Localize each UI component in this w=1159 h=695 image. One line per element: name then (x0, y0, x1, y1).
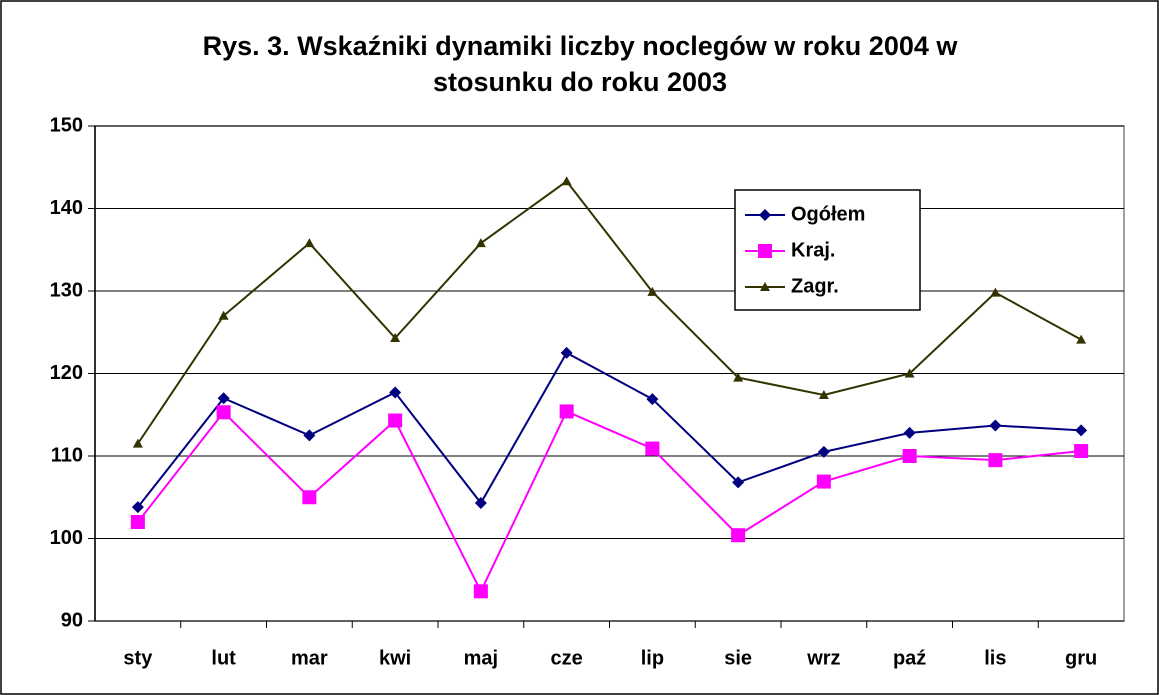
marker (389, 386, 402, 399)
chart-title: Rys. 3. Wskaźniki dynamiki liczby nocleg… (202, 31, 958, 97)
series-line (137, 179, 1082, 445)
marker (302, 490, 317, 505)
marker (988, 453, 1003, 468)
x-tick-label: lis (984, 647, 1006, 669)
marker (130, 515, 145, 529)
marker (731, 528, 746, 543)
y-tick-label: 110 (51, 444, 83, 466)
y-tick-label: 100 (50, 527, 83, 549)
marker (647, 286, 658, 296)
series-line (137, 351, 1082, 508)
marker (816, 474, 831, 489)
x-tick-label: kwi (379, 647, 411, 669)
x-tick-label: gru (1065, 647, 1097, 669)
marker (903, 426, 916, 439)
marker (561, 176, 572, 186)
marker (473, 584, 488, 599)
x-tick-label: sty (123, 647, 153, 669)
x-tick-label: mar (291, 647, 328, 669)
marker (817, 445, 830, 458)
marker (474, 497, 487, 510)
marker (760, 282, 770, 291)
marker (990, 287, 1001, 297)
marker (1076, 334, 1087, 344)
marker (758, 244, 772, 258)
legend-label: Kraj. (791, 239, 835, 261)
y-tick-label: 150 (50, 114, 83, 136)
x-tick-label: lut (211, 647, 236, 669)
marker (818, 389, 829, 399)
marker (559, 404, 574, 419)
marker (304, 238, 315, 248)
marker (560, 346, 573, 359)
y-tick-label: 120 (50, 362, 83, 384)
x-tick-label: paź (893, 647, 926, 669)
marker (732, 476, 745, 489)
series-line (137, 410, 1082, 594)
marker (216, 405, 231, 420)
x-tick-label: cze (551, 647, 583, 669)
marker (733, 372, 744, 382)
marker (475, 238, 486, 248)
marker (218, 310, 229, 320)
x-tick-label: sie (724, 647, 752, 669)
legend-label: Zagr. (791, 275, 839, 297)
marker (646, 393, 659, 406)
marker (1074, 444, 1089, 459)
marker (388, 413, 403, 428)
y-tick-label: 130 (50, 279, 83, 301)
marker (645, 441, 660, 456)
x-tick-label: lip (641, 647, 664, 669)
marker (390, 333, 401, 343)
marker (217, 392, 230, 405)
y-tick-label: 140 (50, 197, 83, 219)
marker (132, 438, 143, 448)
marker (131, 501, 144, 514)
x-tick-label: wrz (806, 647, 840, 669)
marker (1075, 424, 1088, 437)
marker (989, 419, 1002, 432)
y-tick-label: 90 (61, 609, 83, 631)
legend-label: Ogółem (791, 203, 865, 225)
marker (759, 209, 771, 221)
marker (904, 368, 915, 378)
marker (303, 429, 316, 442)
marker (902, 449, 917, 463)
x-tick-label: maj (464, 647, 498, 669)
